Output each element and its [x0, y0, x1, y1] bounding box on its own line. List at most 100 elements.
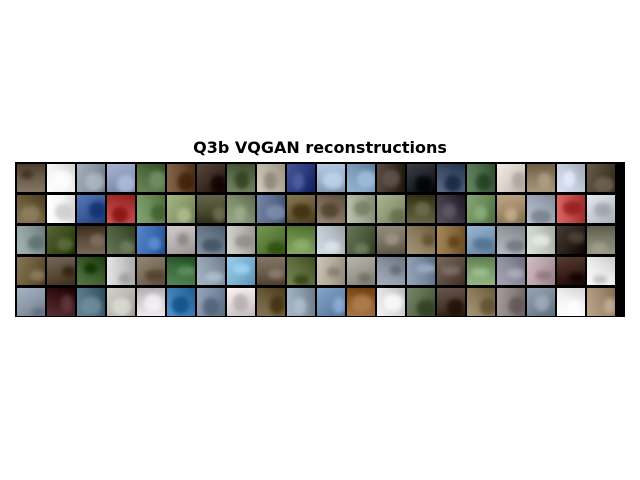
reconstruction-tile	[17, 164, 45, 192]
reconstruction-tile	[407, 195, 435, 223]
tile-object-blob	[415, 202, 430, 216]
reconstruction-tile	[527, 257, 555, 285]
tile-object-blob	[354, 243, 369, 254]
tile-object-blob	[417, 300, 435, 316]
reconstruction-tile	[47, 226, 75, 254]
reconstruction-tile	[77, 288, 105, 316]
reconstruction-tile	[227, 195, 255, 223]
tile-object-blob	[172, 296, 189, 314]
reconstruction-tile	[467, 288, 495, 316]
tile-object-blob	[234, 206, 246, 221]
reconstruction-tile	[17, 288, 45, 316]
tile-object-blob	[471, 268, 489, 277]
tile-object-blob	[89, 202, 105, 218]
tile-object-blob	[235, 171, 249, 189]
tile-object-blob	[81, 297, 101, 315]
reconstruction-tile	[167, 288, 195, 316]
reconstruction-tile	[377, 226, 405, 254]
reconstruction-tile	[257, 226, 285, 254]
tile-object-blob	[568, 232, 585, 243]
reconstruction-tile	[407, 226, 435, 254]
reconstruction-tile	[557, 257, 585, 285]
tile-object-blob	[415, 176, 432, 192]
tile-object-blob	[293, 298, 306, 315]
tile-object-blob	[352, 295, 372, 312]
reconstruction-tile	[527, 288, 555, 316]
tile-object-blob	[594, 203, 612, 217]
reconstruction-tile	[317, 195, 345, 223]
tile-object-blob	[447, 299, 464, 316]
reconstruction-tile	[137, 288, 165, 316]
tile-object-blob	[382, 170, 400, 187]
tile-object-blob	[333, 297, 345, 314]
reconstruction-tile	[287, 257, 315, 285]
tile-object-blob	[144, 294, 162, 312]
reconstruction-tile	[197, 226, 225, 254]
tile-object-blob	[321, 203, 339, 218]
tile-object-blob	[292, 204, 311, 219]
tile-object-blob	[532, 235, 550, 246]
reconstruction-tile	[47, 195, 75, 223]
tile-object-blob	[441, 266, 460, 275]
tile-object-blob	[112, 298, 131, 316]
reconstruction-tile	[287, 195, 315, 223]
reconstruction-tile	[527, 164, 555, 192]
tile-object-blob	[473, 238, 493, 250]
tile-object-blob	[323, 172, 343, 189]
tile-object-blob	[442, 204, 456, 218]
tile-object-blob	[266, 205, 285, 220]
tile-object-blob	[293, 239, 310, 251]
reconstruction-tile	[587, 226, 615, 254]
reconstruction-tile	[77, 257, 105, 285]
tile-object-blob	[32, 308, 45, 316]
reconstruction-tile	[317, 288, 345, 316]
reconstruction-tile	[137, 195, 165, 223]
tile-object-blob	[591, 242, 607, 253]
tile-object-blob	[294, 275, 309, 285]
reconstruction-tile	[377, 164, 405, 192]
tile-object-blob	[390, 209, 405, 223]
reconstruction-tile	[227, 164, 255, 192]
tile-object-blob	[538, 173, 551, 189]
tile-object-blob	[474, 206, 487, 220]
tile-object-blob	[55, 204, 73, 220]
reconstruction-tile	[437, 164, 465, 192]
tile-object-blob	[177, 233, 189, 246]
tile-object-blob	[235, 235, 254, 248]
tile-object-blob	[594, 177, 614, 192]
tile-object-blob	[85, 173, 104, 191]
tile-object-blob	[267, 242, 285, 254]
tile-object-blob	[211, 175, 225, 192]
tile-object-blob	[505, 208, 517, 222]
reconstruction-tile	[107, 164, 135, 192]
reconstruction-tile	[587, 164, 615, 192]
reconstruction-tile	[77, 226, 105, 254]
reconstruction-tile	[137, 257, 165, 285]
tile-object-blob	[177, 266, 195, 276]
tile-object-blob	[604, 298, 615, 314]
reconstruction-tile	[77, 195, 105, 223]
reconstruction-tile	[17, 257, 45, 285]
tile-object-blob	[324, 241, 340, 253]
reconstruction-tile	[107, 226, 135, 254]
tile-object-blob	[270, 296, 284, 314]
reconstruction-tile	[467, 164, 495, 192]
reconstruction-tile	[197, 164, 225, 192]
tile-object-blob	[202, 239, 222, 252]
reconstruction-tile	[137, 164, 165, 192]
reconstruction-tile	[497, 288, 525, 316]
tile-object-blob	[84, 263, 97, 274]
tile-object-blob	[52, 171, 72, 189]
reconstruction-tile	[227, 288, 255, 316]
tile-object-blob	[563, 171, 575, 187]
tile-object-blob	[567, 300, 580, 316]
reconstruction-tile	[257, 195, 285, 223]
reconstruction-tile	[257, 288, 285, 316]
reconstruction-tile	[167, 164, 195, 192]
tile-object-blob	[21, 206, 40, 222]
reconstruction-tile	[587, 195, 615, 223]
tile-object-blob	[509, 297, 524, 314]
reconstruction-tile	[347, 288, 375, 316]
reconstruction-tile	[167, 226, 195, 254]
reconstruction-tile	[587, 257, 615, 285]
